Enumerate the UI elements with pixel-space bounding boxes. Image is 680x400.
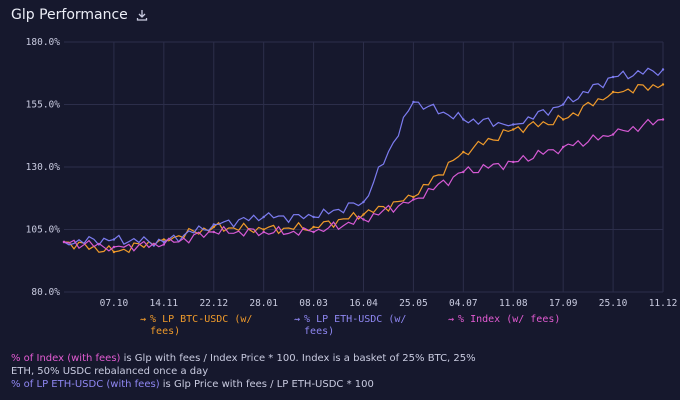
page-title: Glp Performance bbox=[11, 7, 128, 23]
data-point-index bbox=[212, 230, 215, 234]
footnote-eth: % of LP ETH-USDC (with fees) is Glp Pric… bbox=[11, 378, 481, 391]
x-tick-label: 17.09 bbox=[549, 298, 578, 309]
data-point-index bbox=[561, 145, 565, 149]
data-point-index bbox=[262, 230, 265, 234]
legend-item-eth[interactable]: ⇝ % LP ETH-USDC (w/ fees) bbox=[294, 314, 434, 338]
legend-marker-index: ⇝ bbox=[448, 314, 455, 325]
x-tick-label: 25.10 bbox=[599, 298, 628, 309]
data-point-index bbox=[362, 218, 365, 221]
x-tick-label: 04.07 bbox=[449, 298, 478, 309]
performance-chart: 80.0% 105.0% 130.0% 155.0% 180.0% 07.10 14.11 2… bbox=[26, 37, 678, 309]
data-point-btc bbox=[212, 225, 215, 229]
footnote-index: % of Index (with fees) is Glp with fees … bbox=[11, 352, 481, 378]
data-point-eth bbox=[162, 240, 166, 244]
y-tick-label: 80.0% bbox=[31, 287, 60, 298]
y-tick-label: 130.0% bbox=[26, 162, 61, 173]
data-point-btc bbox=[112, 250, 116, 254]
data-point-index bbox=[62, 240, 66, 244]
footnote-index-highlight: % of Index (with fees) bbox=[11, 353, 121, 364]
chart-header: Glp Performance bbox=[11, 7, 148, 23]
data-point-btc bbox=[462, 150, 465, 154]
x-tick-label: 07.10 bbox=[100, 298, 129, 309]
x-tick-label: 11.12 bbox=[649, 298, 678, 309]
data-point-eth bbox=[262, 215, 265, 219]
data-point-eth bbox=[561, 103, 565, 106]
data-point-eth bbox=[512, 123, 515, 126]
data-point-eth bbox=[412, 100, 415, 104]
legend-label-eth: % LP ETH-USDC (w/ fees) bbox=[304, 314, 407, 337]
y-tick-label: 105.0% bbox=[26, 225, 61, 236]
data-point-eth bbox=[112, 238, 116, 241]
data-point-btc bbox=[561, 118, 565, 121]
x-tick-label: 08.03 bbox=[299, 298, 328, 309]
footnotes: % of Index (with fees) is Glp with fees … bbox=[11, 352, 481, 391]
legend-item-index[interactable]: ⇝ % Index (w/ fees) bbox=[448, 314, 560, 338]
legend-marker-eth: ⇝ bbox=[294, 314, 301, 325]
data-point-index bbox=[611, 133, 615, 136]
data-point-index bbox=[312, 230, 315, 234]
data-point-btc bbox=[262, 228, 265, 231]
data-point-index bbox=[412, 198, 415, 201]
y-tick-label: 180.0% bbox=[26, 37, 61, 48]
data-point-btc bbox=[362, 213, 365, 216]
legend-item-btc[interactable]: ⇝ % LP BTC-USDC (w/ fees) bbox=[140, 314, 280, 338]
data-point-eth bbox=[462, 118, 465, 121]
chart-legend: ⇝ % LP BTC-USDC (w/ fees) ⇝ % LP ETH-USD… bbox=[140, 314, 560, 338]
legend-label-index: % Index (w/ fees) bbox=[458, 314, 561, 325]
x-tick-label: 25.05 bbox=[399, 298, 428, 309]
data-point-index bbox=[112, 245, 116, 249]
data-point-eth bbox=[362, 200, 365, 204]
x-tick-label: 11.08 bbox=[499, 298, 528, 309]
x-tick-label: 28.01 bbox=[249, 298, 278, 309]
data-point-eth bbox=[212, 223, 215, 226]
data-point-btc bbox=[611, 90, 615, 94]
data-point-btc bbox=[312, 225, 315, 229]
x-tick-label: 22.12 bbox=[199, 298, 228, 309]
data-point-eth bbox=[312, 215, 315, 219]
data-point-index bbox=[462, 170, 465, 174]
data-point-index bbox=[162, 243, 166, 246]
data-point-btc bbox=[412, 195, 415, 199]
download-icon[interactable] bbox=[136, 9, 148, 21]
x-tick-label: 16.04 bbox=[349, 298, 378, 309]
data-point-eth bbox=[661, 68, 665, 71]
data-point-btc bbox=[162, 238, 166, 241]
x-tick-label: 14.11 bbox=[150, 298, 179, 309]
footnote-eth-highlight: % of LP ETH-USDC (with fees) bbox=[11, 379, 160, 390]
legend-marker-btc: ⇝ bbox=[140, 314, 147, 325]
footnote-eth-text: is Glp Price with fees / LP ETH-USDC * 1… bbox=[159, 379, 374, 390]
footnote-index-text: is Glp with fees / Index Price * 100. In… bbox=[11, 353, 476, 377]
data-point-index bbox=[661, 118, 665, 121]
legend-label-btc: % LP BTC-USDC (w/ fees) bbox=[150, 314, 253, 337]
data-point-eth bbox=[611, 75, 615, 79]
data-point-index bbox=[512, 160, 515, 164]
data-point-btc bbox=[512, 128, 515, 131]
data-point-btc bbox=[661, 83, 665, 86]
y-tick-label: 155.0% bbox=[26, 100, 61, 111]
